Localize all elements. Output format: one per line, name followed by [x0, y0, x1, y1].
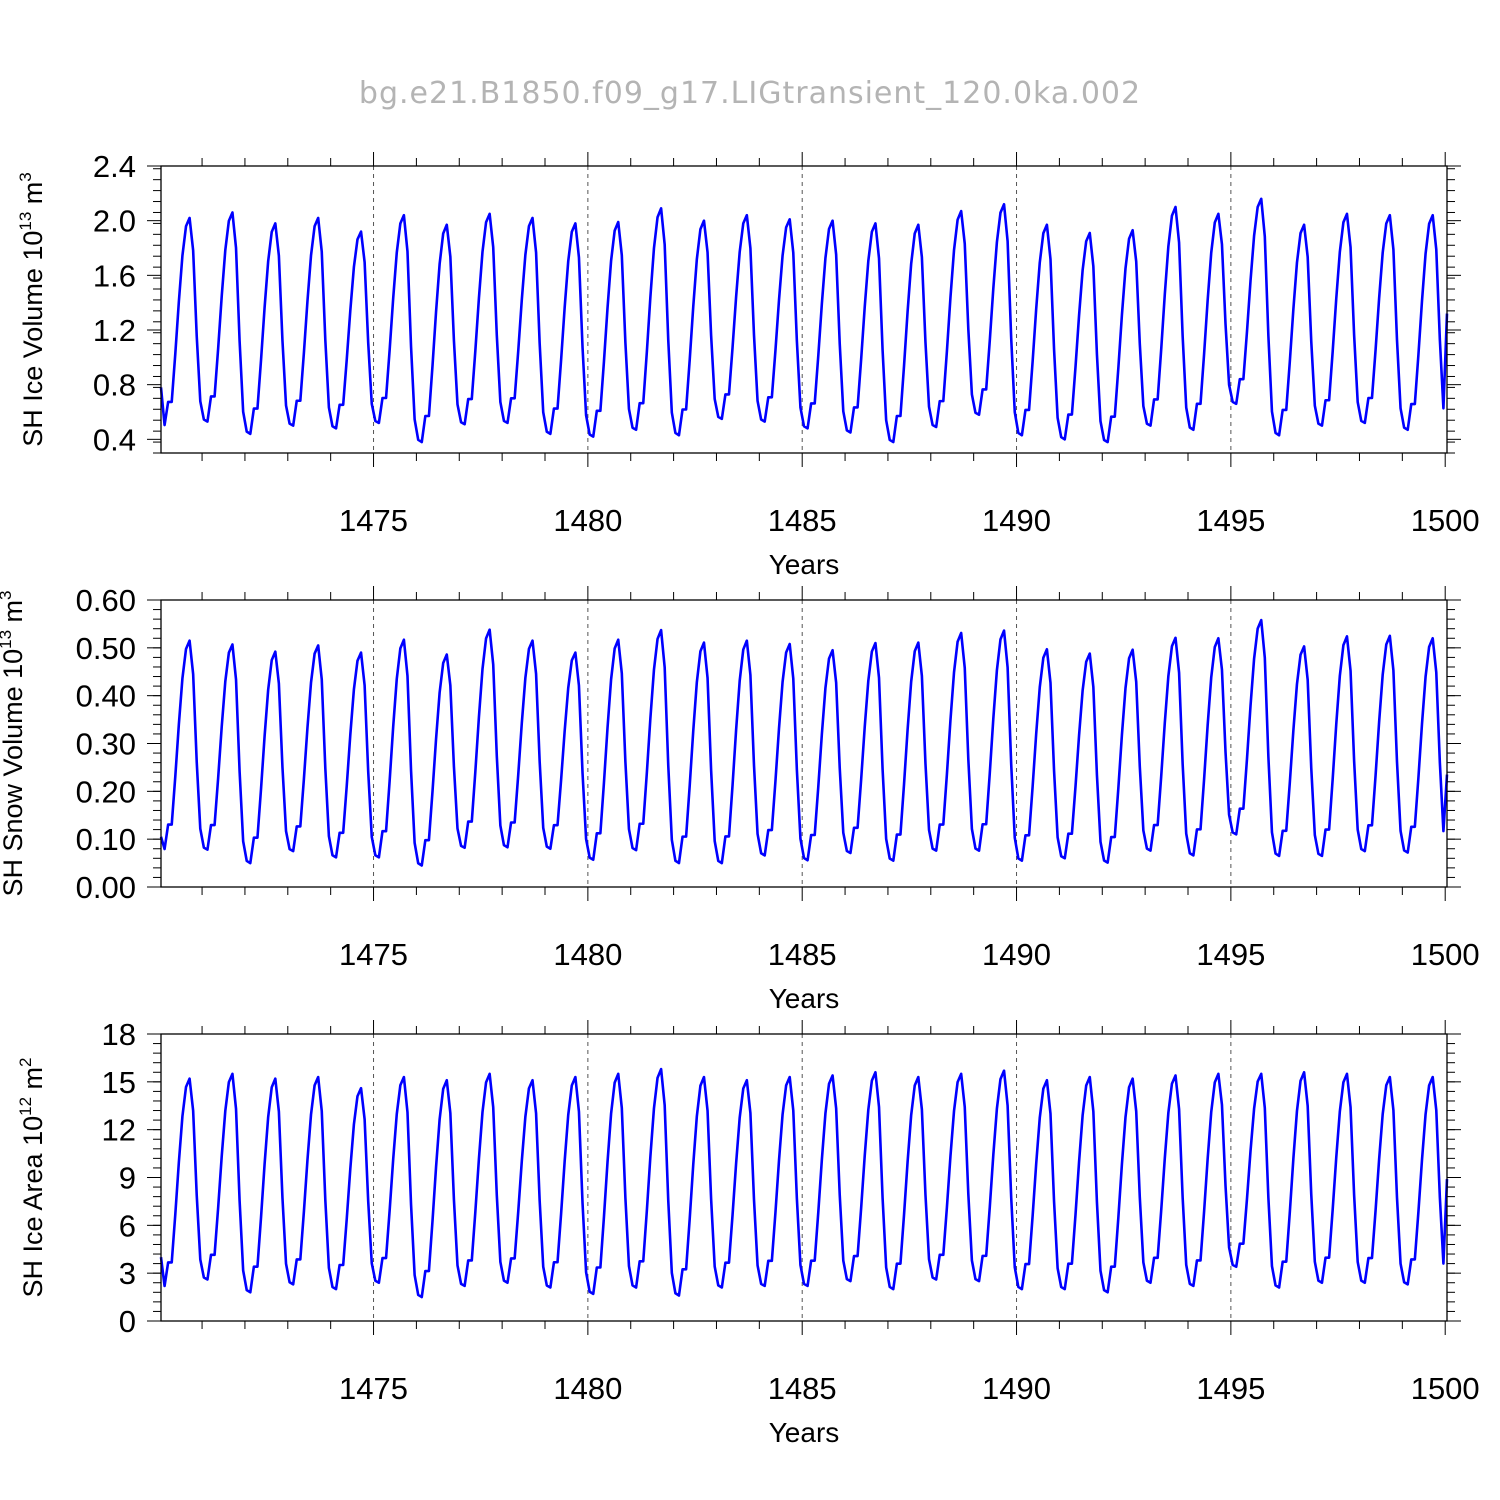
x-tick-label: 1480	[553, 937, 622, 972]
y-axis-label-unit: m	[18, 1067, 48, 1097]
x-tick-label: 1490	[982, 937, 1051, 972]
y-tick-label: 9	[119, 1161, 136, 1196]
y-axis-label-unit-exponent: 3	[0, 590, 15, 599]
x-tick-label: 1500	[1411, 937, 1480, 972]
y-axis-label: SH Ice Area 1012 m2	[16, 1058, 48, 1298]
y-tick-label: 0.30	[76, 727, 136, 762]
chart-panel-2: 1475 1480 1485 1490 1495 1500 Years 0.00 0.10 0.2…	[0, 583, 1480, 1014]
y-axis-label-exponent: 12	[16, 1097, 35, 1116]
y-axis-label-exponent: 13	[0, 630, 15, 649]
y-tick-label: 3	[119, 1256, 136, 1291]
x-tick-label: 1485	[768, 937, 837, 972]
x-tick-label: 1495	[1196, 1371, 1265, 1406]
y-tick-label: 0.40	[76, 679, 136, 714]
y-tick-label: 0.60	[76, 583, 136, 618]
y-axis-label-unit-exponent: 2	[16, 1058, 35, 1067]
x-axis-label: Years	[769, 983, 840, 1014]
y-axis-label: SH Snow Volume 1013 m3	[0, 590, 28, 896]
series-line	[159, 618, 1449, 867]
y-axis-label-unit-exponent: 3	[16, 172, 35, 181]
y-tick-label: 0	[119, 1304, 136, 1339]
y-tick-label: 12	[102, 1113, 136, 1148]
series-line	[159, 1067, 1449, 1299]
x-tick-label: 1495	[1196, 503, 1265, 538]
y-axis-label-exponent: 13	[16, 212, 35, 231]
y-tick-label: 2.0	[93, 204, 136, 239]
x-tick-label: 1485	[768, 503, 837, 538]
y-axis-label-prefix: SH Ice Area 10	[18, 1116, 48, 1298]
x-tick-label: 1475	[339, 1371, 408, 1406]
plot-frame	[160, 599, 1448, 888]
x-tick-label: 1475	[339, 503, 408, 538]
x-tick-label: 1480	[553, 1371, 622, 1406]
x-tick-label: 1475	[339, 937, 408, 972]
x-axis-label: Years	[769, 549, 840, 580]
y-axis-label-unit: m	[0, 600, 28, 630]
x-axis-label: Years	[769, 1417, 840, 1448]
y-tick-label: 2.4	[93, 149, 136, 184]
x-tick-label: 1500	[1411, 1371, 1480, 1406]
figure-title: bg.e21.B1850.f09_g17.LIGtransient_120.0k…	[359, 76, 1141, 111]
series-line	[159, 197, 1449, 444]
y-tick-label: 0.8	[93, 368, 136, 403]
plots-container: 1475 1480 1485 1490 1495 1500 Years 0.4 0.8 1.2 1.…	[0, 149, 1480, 1448]
chart-panel-3: 1475 1480 1485 1490 1495 1500 Years 0 3 6 9 12 15 18 S…	[16, 1017, 1480, 1448]
y-tick-label: 0.00	[76, 870, 136, 905]
y-tick-label: 0.4	[93, 422, 136, 457]
y-axis-label-prefix: SH Ice Volume 10	[18, 231, 48, 447]
x-tick-label: 1490	[982, 1371, 1051, 1406]
x-tick-label: 1490	[982, 503, 1051, 538]
plot-frame	[160, 165, 1448, 454]
y-tick-label: 15	[102, 1065, 136, 1100]
y-tick-label: 18	[102, 1017, 136, 1052]
chart-panel-1: 1475 1480 1485 1490 1495 1500 Years 0.4 0.8 1.2 1.…	[16, 149, 1480, 580]
x-tick-label: 1480	[553, 503, 622, 538]
y-tick-label: 0.20	[76, 774, 136, 809]
y-axis-label-prefix: SH Snow Volume 10	[0, 649, 28, 897]
x-tick-label: 1500	[1411, 503, 1480, 538]
y-axis-label-unit: m	[18, 182, 48, 212]
x-tick-label: 1495	[1196, 937, 1265, 972]
y-tick-label: 0.50	[76, 631, 136, 666]
y-axis-label: SH Ice Volume 1013 m3	[16, 172, 48, 447]
y-tick-label: 6	[119, 1208, 136, 1243]
y-tick-label: 1.2	[93, 313, 136, 348]
y-tick-label: 0.10	[76, 822, 136, 857]
x-tick-label: 1485	[768, 1371, 837, 1406]
y-tick-label: 1.6	[93, 258, 136, 293]
